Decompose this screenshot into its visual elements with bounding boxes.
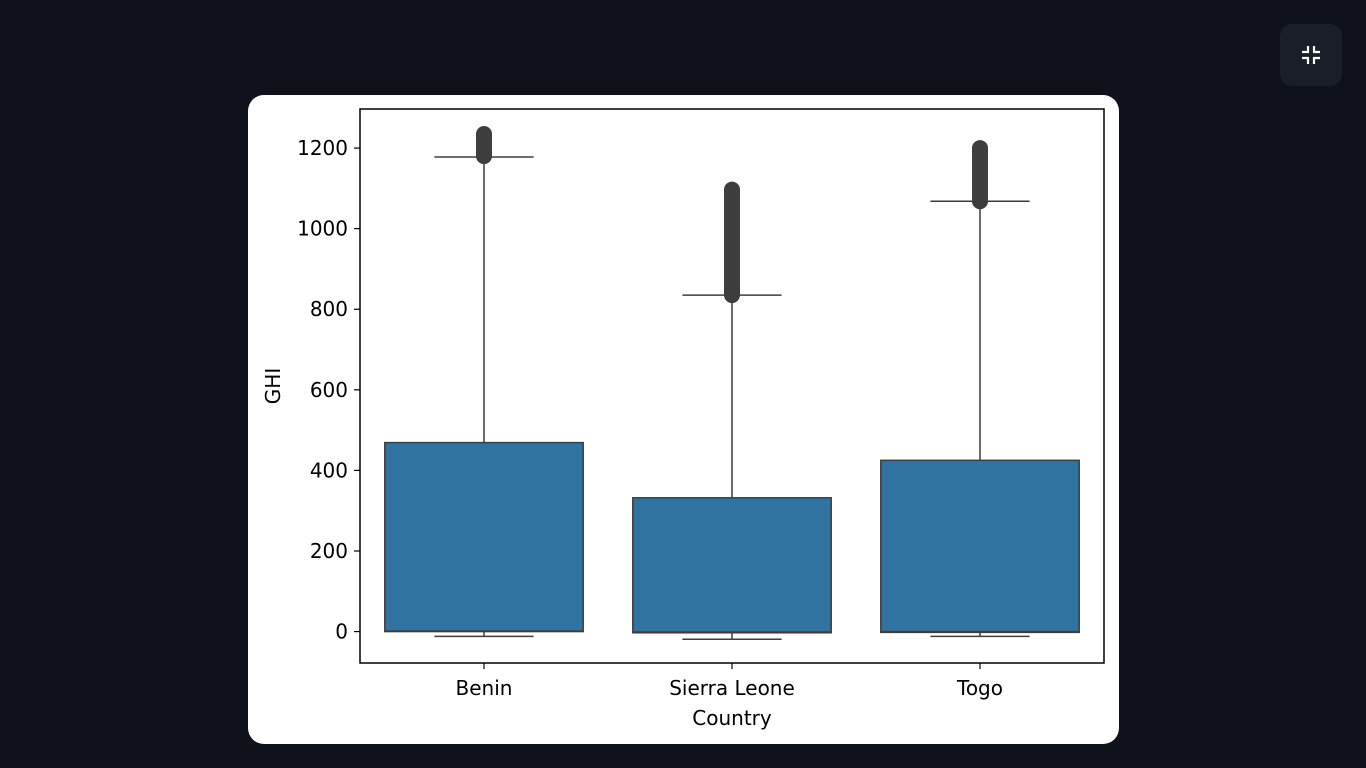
y-tick-label: 200 — [310, 539, 348, 563]
exit-fullscreen-button[interactable] — [1280, 24, 1342, 86]
x-tick-label: Togo — [956, 676, 1003, 700]
outlier-points — [724, 181, 740, 304]
x-tick-label: Sierra Leone — [669, 676, 795, 700]
x-axis-title: Country — [692, 706, 772, 730]
box — [632, 497, 832, 634]
y-tick-label: 400 — [310, 458, 348, 482]
y-tick-label: 800 — [310, 297, 348, 321]
x-tick-label: Benin — [456, 676, 513, 700]
boxes-layer — [384, 125, 1080, 640]
y-tick-label: 600 — [310, 378, 348, 402]
outlier-points — [972, 140, 988, 210]
y-tick-label: 1200 — [297, 136, 348, 160]
box-group-sierra-leone — [632, 181, 832, 640]
y-axis: 0 200 400 600 800 1000 1200 — [297, 136, 360, 644]
outlier-points — [476, 125, 492, 165]
box-group-togo — [880, 140, 1080, 638]
y-axis-title: GHI — [261, 368, 285, 404]
box-group-benin — [384, 125, 584, 638]
x-axis: Benin Sierra Leone Togo — [456, 663, 1003, 700]
box — [880, 459, 1080, 634]
y-tick-label: 1000 — [297, 217, 348, 241]
y-tick-label: 0 — [335, 620, 348, 644]
box — [384, 441, 584, 633]
compress-icon — [1302, 46, 1320, 64]
chart-figure: 0 200 400 600 800 1000 1200 Benin Sierra Leone T… — [248, 95, 1119, 744]
box-plot: 0 200 400 600 800 1000 1200 Benin Sierra Leone T… — [261, 108, 1105, 730]
